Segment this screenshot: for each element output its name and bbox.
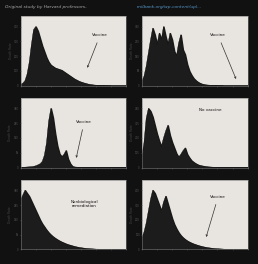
Text: milbank.org/wp-content/upl...: milbank.org/wp-content/upl... <box>134 5 201 9</box>
Title: Polio: Polio <box>66 92 81 97</box>
Title: Typhoid Fever: Typhoid Fever <box>52 174 95 179</box>
Text: No vaccine: No vaccine <box>199 108 222 112</box>
Text: Vaccine: Vaccine <box>210 34 236 78</box>
Title: Whooping Cough: Whooping Cough <box>168 174 221 179</box>
Text: Nonbiological
remediation: Nonbiological remediation <box>70 200 98 208</box>
Y-axis label: Death Rate: Death Rate <box>8 124 12 141</box>
Title: Measles: Measles <box>182 10 207 15</box>
Text: Vaccine: Vaccine <box>76 120 92 157</box>
Text: Original study by Harvard professors-: Original study by Harvard professors- <box>5 5 87 9</box>
Text: Vaccine: Vaccine <box>87 34 108 67</box>
Y-axis label: Death Rate: Death Rate <box>130 43 134 59</box>
Title: Scarlet Fever: Scarlet Fever <box>174 92 215 97</box>
Y-axis label: Death Rate: Death Rate <box>130 206 134 223</box>
Y-axis label: Death Rate: Death Rate <box>130 124 134 141</box>
Title: Diphtheria: Diphtheria <box>57 10 90 15</box>
Text: Vaccine: Vaccine <box>206 195 226 236</box>
Y-axis label: Death Rate: Death Rate <box>9 43 13 59</box>
Y-axis label: Death Rate: Death Rate <box>8 206 12 223</box>
